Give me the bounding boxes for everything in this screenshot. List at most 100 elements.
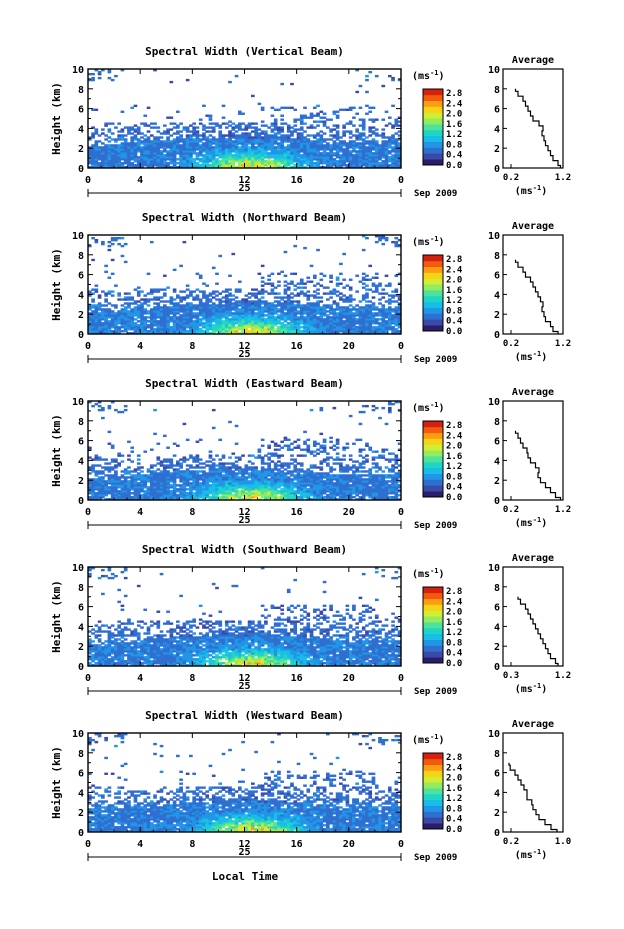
heatmap-cell [202, 486, 206, 489]
heatmap-cell [205, 332, 210, 334]
heatmap-cell [136, 316, 141, 319]
heatmap-cell [172, 498, 177, 500]
heatmap-cell [159, 300, 164, 303]
heatmap-cell [107, 140, 112, 143]
heatmap-cell [371, 314, 376, 317]
heatmap-cell [153, 492, 157, 495]
heatmap-cell [306, 318, 311, 321]
heatmap-cell [241, 136, 245, 139]
heatmap-cell [332, 164, 337, 167]
heatmap-cell [381, 318, 386, 321]
heatmap-cell [143, 322, 148, 325]
heatmap-cell [195, 458, 200, 461]
heatmap-cell [329, 310, 333, 313]
heatmap-cell [114, 152, 118, 155]
heatmap-cell [348, 286, 353, 289]
heatmap-cell [104, 494, 108, 497]
heatmap-cell [149, 142, 154, 145]
heatmap-cell [208, 472, 213, 475]
heatmap-cell [182, 150, 187, 153]
heatmap-cell [97, 482, 102, 485]
heatmap-cell [387, 302, 392, 305]
heatmap-cell [368, 332, 373, 334]
heatmap-cell [195, 498, 200, 500]
heatmap-cell [166, 164, 170, 167]
heatmap-cell [342, 126, 346, 129]
heatmap-cell [140, 310, 144, 313]
heatmap-cell [273, 466, 278, 469]
heatmap-cell [146, 320, 151, 323]
heatmap-cell [384, 236, 389, 240]
heatmap-cell [182, 290, 187, 293]
heatmap-cell [94, 156, 99, 159]
heatmap-cell [342, 144, 346, 147]
heatmap-cell [179, 308, 183, 311]
heatmap-cell [260, 460, 265, 463]
heatmap-cell [159, 490, 164, 493]
heatmap-cell [104, 300, 108, 303]
y-tick-label: 0 [78, 330, 84, 341]
heatmap-cell [316, 320, 320, 323]
heatmap-cell [198, 312, 203, 315]
heatmap-cell [260, 476, 265, 479]
heatmap-cell [316, 248, 320, 252]
heatmap-cell [149, 478, 154, 481]
heatmap-cell [97, 480, 102, 483]
heatmap-cell [172, 310, 177, 313]
heatmap-cell [211, 316, 216, 319]
heatmap-cell [378, 134, 382, 137]
heatmap-cell [97, 472, 102, 475]
heatmap-cell [273, 296, 278, 299]
heatmap-cell [381, 306, 386, 309]
heatmap-cell [352, 148, 356, 151]
heatmap-cell [136, 308, 141, 311]
heatmap-cell [123, 310, 128, 313]
heatmap-cell [140, 494, 144, 497]
heatmap-cell [169, 306, 174, 309]
heatmap-cell [316, 288, 320, 291]
heatmap-cell [97, 470, 102, 473]
heatmap-cell [339, 306, 343, 309]
heatmap-cell [136, 300, 141, 303]
heatmap-cell [91, 324, 95, 327]
heatmap-cell [156, 494, 161, 497]
heatmap-cell [208, 498, 213, 500]
heatmap-cell [114, 480, 118, 483]
heatmap-cell [224, 158, 229, 161]
heatmap-cell [280, 482, 285, 485]
heatmap-cell [361, 235, 366, 238]
heatmap-cell [104, 318, 108, 321]
heatmap-cell [114, 476, 118, 479]
heatmap-cell [348, 152, 353, 155]
heatmap-cell [166, 146, 170, 149]
heatmap-cell [358, 132, 363, 135]
heatmap-cell [257, 318, 262, 321]
heatmap-cell [208, 328, 213, 331]
heatmap-cell [127, 498, 131, 500]
heatmap-cell [247, 136, 252, 139]
heatmap-cell [371, 164, 376, 167]
heatmap-cell [326, 142, 330, 145]
heatmap-cell [146, 330, 151, 333]
heatmap-cell [202, 476, 206, 479]
heatmap-cell [316, 142, 320, 145]
heatmap-cell [251, 154, 255, 157]
heatmap-cell [365, 322, 369, 325]
heatmap-cell [162, 496, 167, 499]
heatmap-cell [293, 130, 298, 133]
heatmap-cell [91, 326, 95, 329]
heatmap-cell [293, 128, 298, 131]
heatmap-cell [120, 322, 125, 325]
heatmap-cell [371, 154, 376, 157]
heatmap-cell [143, 164, 148, 167]
heatmap-cell [195, 144, 200, 147]
heatmap-cell [384, 310, 389, 313]
heatmap-cell [270, 440, 275, 443]
heatmap-cell [91, 306, 95, 309]
heatmap-cell [231, 328, 236, 331]
heatmap-cell [339, 330, 343, 333]
heatmap-cell [149, 134, 154, 137]
heatmap-cell [120, 494, 125, 497]
heatmap-cell [237, 122, 242, 125]
heatmap-cell [371, 318, 376, 321]
